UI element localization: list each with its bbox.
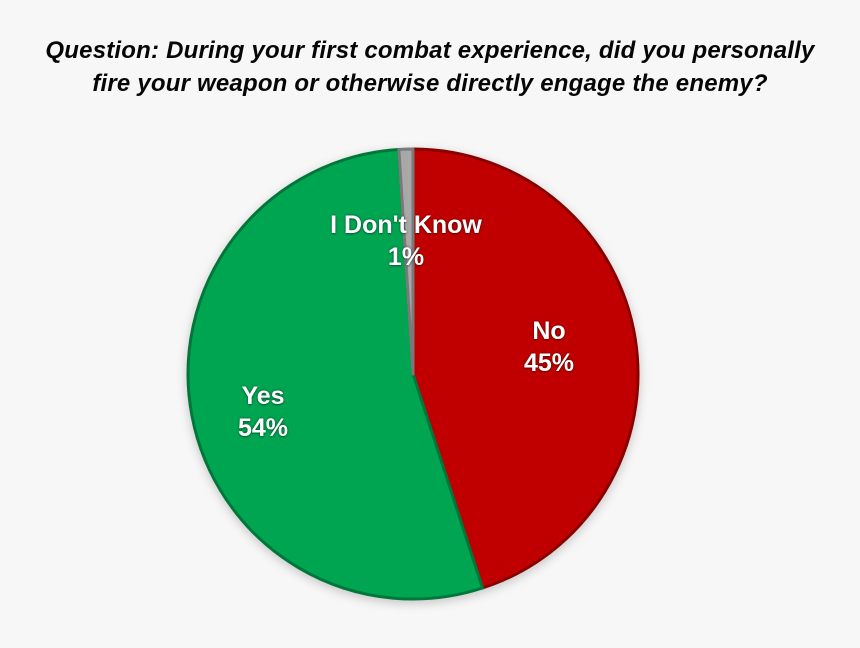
pie-slice-yes [186, 147, 485, 601]
chart-title-line-2: fire your weapon or otherwise directly e… [92, 70, 768, 97]
chart-title: Question: During your first combat exper… [0, 34, 860, 100]
pie-chart [186, 147, 640, 601]
pie-slice-no [411, 147, 640, 590]
chart-title-line-1: Question: During your first combat exper… [45, 37, 815, 64]
pie-slice-i-don-t-know [397, 147, 415, 376]
